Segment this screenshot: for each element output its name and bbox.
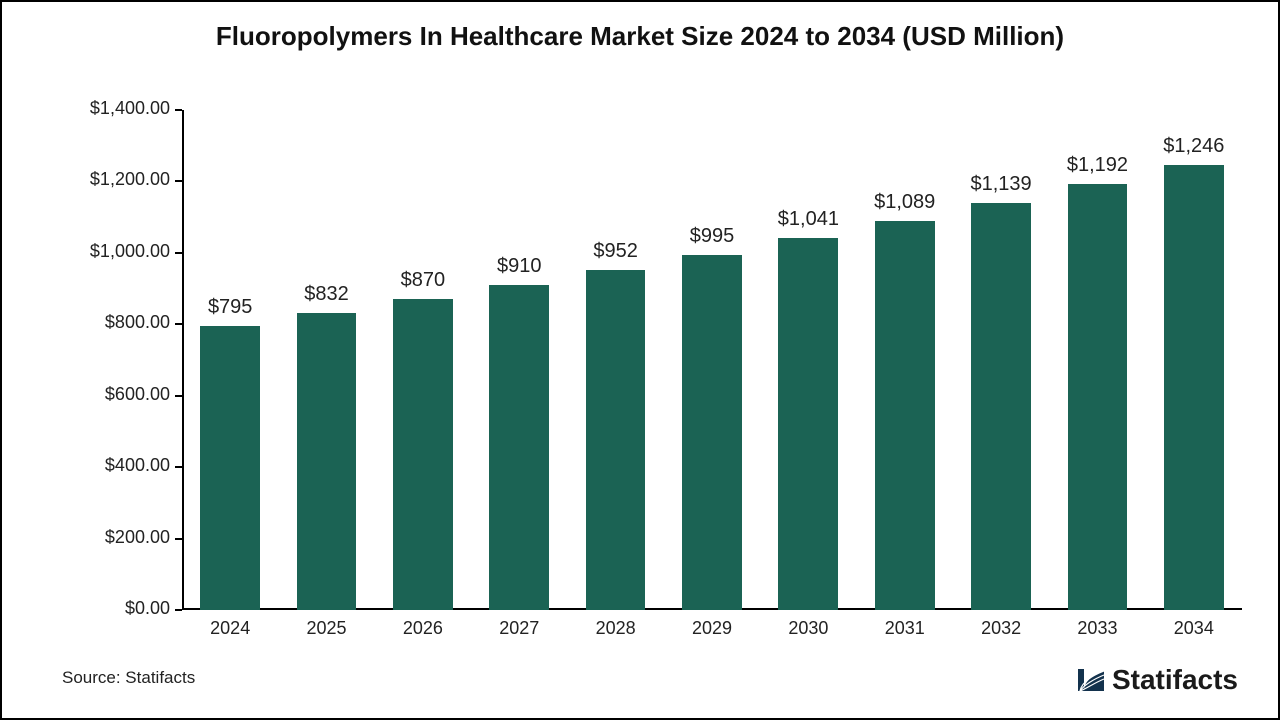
bar [586,270,646,610]
bar [200,326,260,610]
bar [971,203,1031,610]
bar-value-label: $1,041 [758,208,858,231]
y-tick-label: $1,000.00 [32,241,170,262]
bar [778,238,838,610]
brand-text: Statifacts [1112,664,1238,696]
statifacts-icon [1076,665,1106,695]
x-tick-label: 2034 [1146,618,1242,639]
bar [489,285,549,610]
x-tick-label: 2030 [760,618,856,639]
y-tick-mark [175,538,182,540]
bar-value-label: $1,089 [855,191,955,214]
x-tick-label: 2033 [1049,618,1145,639]
y-tick-label: $800.00 [32,312,170,333]
x-tick-label: 2026 [375,618,471,639]
x-tick-label: 2028 [567,618,663,639]
y-tick-label: $1,400.00 [32,98,170,119]
bar [393,299,453,610]
bar-value-label: $910 [469,255,569,278]
x-tick-label: 2031 [857,618,953,639]
y-axis-line [182,110,184,610]
plot-area: $0.00$200.00$400.00$600.00$800.00$1,000.… [182,110,1242,610]
x-tick-label: 2024 [182,618,278,639]
bar-value-label: $870 [373,269,473,292]
y-tick-mark [175,109,182,111]
y-tick-label: $400.00 [32,455,170,476]
bar [297,313,357,610]
bar-value-label: $795 [180,296,280,319]
y-tick-mark [175,323,182,325]
bar-value-label: $1,192 [1047,154,1147,177]
bar [1068,184,1128,610]
x-tick-label: 2027 [471,618,567,639]
bar-value-label: $832 [277,283,377,306]
x-tick-label: 2025 [278,618,374,639]
bar [1164,165,1224,610]
bar-value-label: $1,246 [1144,135,1244,158]
y-tick-mark [175,466,182,468]
y-tick-label: $600.00 [32,384,170,405]
y-tick-label: $200.00 [32,527,170,548]
brand-logo: Statifacts [1076,664,1238,696]
bar-value-label: $1,139 [951,173,1051,196]
source-attribution: Source: Statifacts [62,668,195,688]
y-tick-mark [175,180,182,182]
y-tick-label: $1,200.00 [32,169,170,190]
y-tick-mark [175,395,182,397]
chart-title: Fluoropolymers In Healthcare Market Size… [2,20,1278,53]
x-tick-label: 2029 [664,618,760,639]
bar [682,255,742,610]
y-tick-label: $0.00 [32,598,170,619]
bar-value-label: $952 [566,240,666,263]
chart-frame: Fluoropolymers In Healthcare Market Size… [0,0,1280,720]
y-tick-mark [175,609,182,611]
y-tick-mark [175,252,182,254]
bar [875,221,935,610]
bar-value-label: $995 [662,225,762,248]
x-tick-label: 2032 [953,618,1049,639]
